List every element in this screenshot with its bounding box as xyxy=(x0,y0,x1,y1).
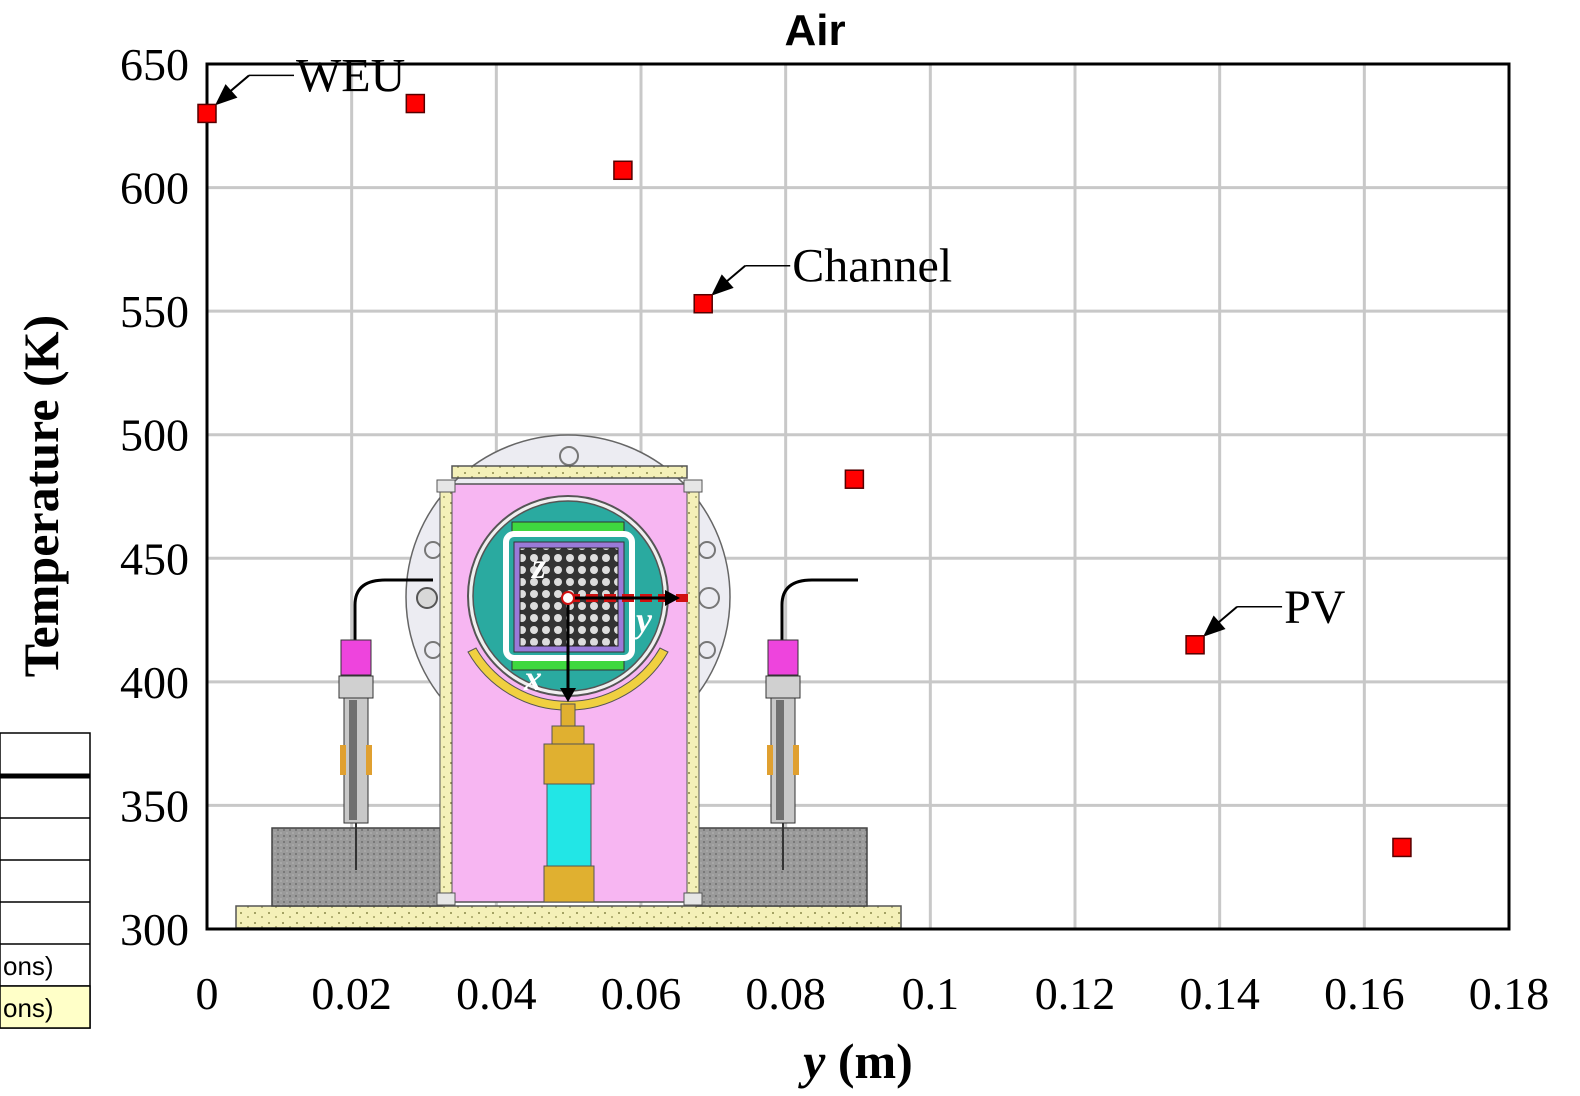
legend-fragment-text-2: ons) xyxy=(3,993,54,1023)
y-tick-label: 300 xyxy=(120,904,189,955)
x-tick-label: 0.04 xyxy=(456,968,537,1019)
annotations: WEU Channel PV xyxy=(215,49,1346,637)
data-point xyxy=(1185,635,1205,655)
y-tick-label: 450 xyxy=(120,533,189,584)
axis-marker-x: x xyxy=(523,658,542,698)
axis-marker-z: z xyxy=(530,546,546,586)
x-axis-label: y (m) xyxy=(798,1033,913,1089)
data-point xyxy=(405,93,426,114)
grid xyxy=(207,64,1509,929)
x-tick-label: 0.06 xyxy=(601,968,682,1019)
x-tick-label: 0.12 xyxy=(1035,968,1116,1019)
data-point xyxy=(1392,837,1412,858)
legend-fragment: ons) ons) xyxy=(0,732,91,1029)
annotation-label: PV xyxy=(1284,581,1346,634)
data-points xyxy=(197,93,1412,858)
y-tick-label: 650 xyxy=(120,39,189,90)
x-tick-labels: 0 0.02 0.04 0.06 0.08 0.1 0.12 0.14 0.16 0.18 xyxy=(196,968,1550,1019)
data-point xyxy=(844,469,865,489)
y-tick-label: 500 xyxy=(120,410,189,461)
x-tick-label: 0.16 xyxy=(1324,968,1405,1019)
annotation-arrowhead xyxy=(1203,615,1226,637)
chart-title: Air xyxy=(784,6,845,55)
y-tick-labels: 300 350 400 450 500 550 600 650 xyxy=(120,39,189,955)
annotation-arrowhead xyxy=(215,84,238,106)
plot-frame xyxy=(205,62,1511,931)
annotation-label: WEU xyxy=(296,49,405,102)
y-tick-label: 400 xyxy=(120,657,189,708)
data-point xyxy=(693,293,713,314)
x-tick-label: 0 xyxy=(196,968,219,1019)
y-tick-label: 600 xyxy=(120,163,189,214)
y-tick-label: 550 xyxy=(120,286,189,337)
annotation-arrowhead xyxy=(711,274,734,296)
x-tick-label: 0.18 xyxy=(1469,968,1550,1019)
axis-marker-y: y xyxy=(632,600,653,640)
x-tick-label: 0.02 xyxy=(311,968,392,1019)
apparatus-illustration: z y x xyxy=(235,434,902,929)
x-axis-label-variable: y xyxy=(798,1033,826,1089)
x-tick-label: 0.08 xyxy=(745,968,826,1019)
legend-fragment-text-1: ons) xyxy=(3,951,54,981)
x-axis-label-unit: (m) xyxy=(825,1033,912,1089)
data-point xyxy=(197,103,217,124)
annotation-label: Channel xyxy=(792,240,952,293)
x-tick-label: 0.14 xyxy=(1179,968,1260,1019)
y-axis-label: Temperature (K) xyxy=(13,315,69,677)
x-tick-label: 0.1 xyxy=(902,968,960,1019)
y-tick-label: 350 xyxy=(120,780,189,831)
data-point xyxy=(613,160,633,181)
